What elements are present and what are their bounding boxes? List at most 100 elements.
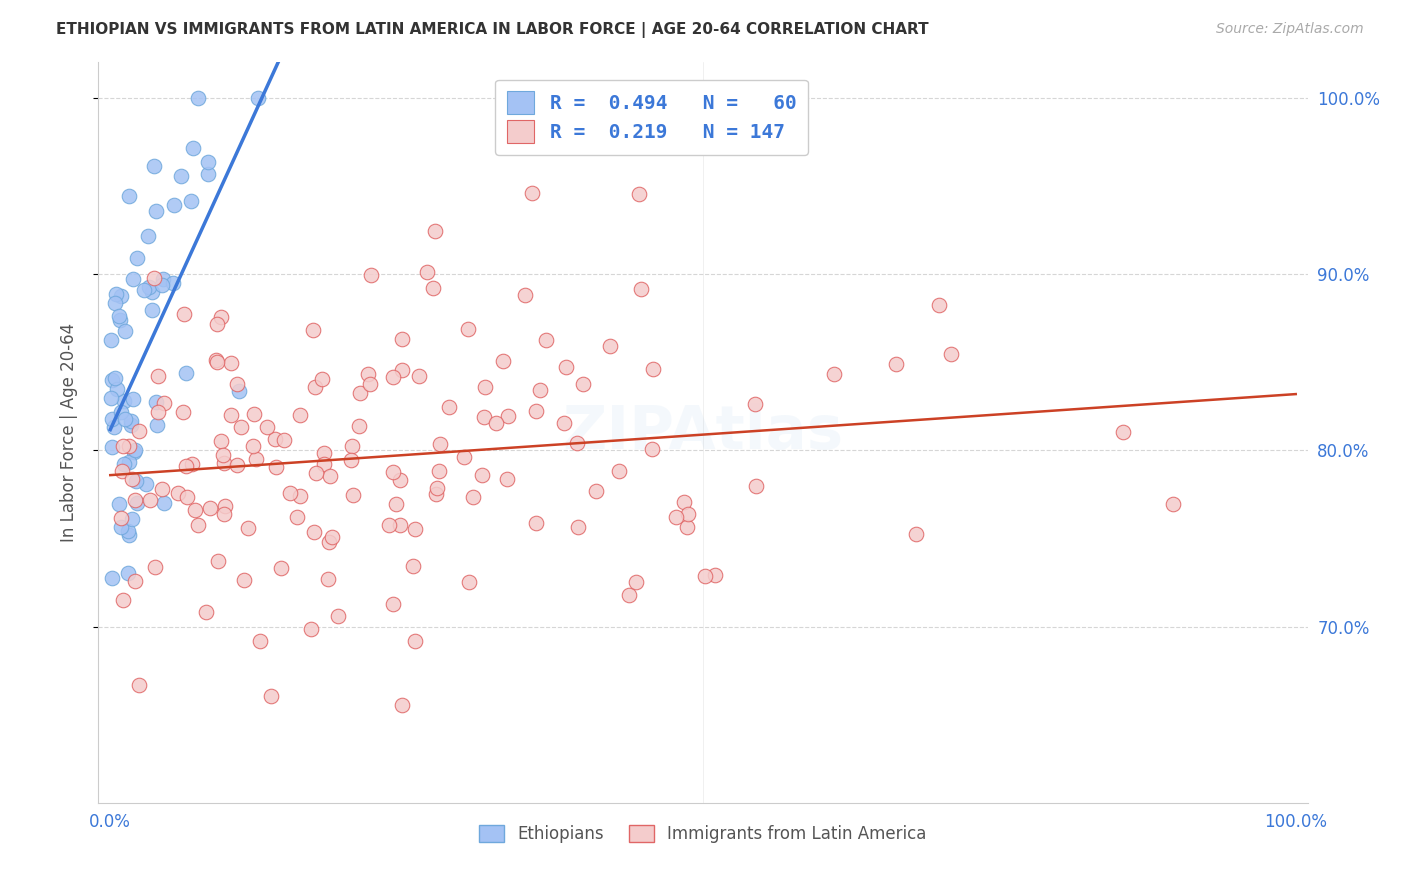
Point bbox=[382, 370, 405, 384]
Point bbox=[388, 474, 411, 488]
Point bbox=[264, 432, 287, 446]
Point bbox=[110, 520, 132, 534]
Point bbox=[229, 419, 252, 434]
Point bbox=[242, 439, 264, 453]
Point bbox=[209, 310, 232, 324]
Point bbox=[492, 354, 515, 368]
Point bbox=[585, 484, 607, 499]
Point bbox=[461, 490, 484, 504]
Point bbox=[141, 303, 163, 318]
Point bbox=[391, 698, 413, 712]
Point bbox=[437, 401, 460, 415]
Point bbox=[110, 313, 132, 327]
Point bbox=[471, 467, 494, 482]
Point bbox=[704, 568, 727, 582]
Point bbox=[567, 436, 589, 450]
Point bbox=[146, 405, 169, 419]
Point bbox=[207, 553, 229, 567]
Point bbox=[247, 91, 270, 105]
Point bbox=[626, 575, 648, 590]
Point bbox=[125, 496, 148, 510]
Point bbox=[408, 369, 430, 384]
Point bbox=[111, 593, 134, 607]
Point bbox=[104, 296, 127, 310]
Point bbox=[529, 383, 551, 397]
Point bbox=[225, 376, 247, 391]
Point bbox=[121, 392, 143, 407]
Point bbox=[619, 588, 641, 602]
Point bbox=[524, 404, 547, 418]
Point bbox=[125, 474, 148, 488]
Point bbox=[143, 560, 166, 574]
Point bbox=[176, 490, 198, 504]
Legend: Ethiopians, Immigrants from Latin America: Ethiopians, Immigrants from Latin Americ… bbox=[472, 819, 934, 850]
Point bbox=[214, 507, 236, 521]
Point bbox=[553, 416, 575, 430]
Point bbox=[520, 186, 543, 200]
Point bbox=[457, 322, 479, 336]
Point bbox=[101, 412, 124, 426]
Point bbox=[572, 376, 595, 391]
Point bbox=[198, 500, 221, 515]
Point bbox=[225, 458, 247, 472]
Point bbox=[349, 386, 371, 401]
Point bbox=[108, 498, 131, 512]
Point bbox=[146, 417, 169, 432]
Point bbox=[884, 357, 907, 371]
Point bbox=[138, 493, 160, 508]
Point bbox=[744, 478, 766, 492]
Point bbox=[120, 417, 142, 432]
Point bbox=[205, 317, 228, 331]
Point bbox=[105, 287, 128, 301]
Point bbox=[142, 159, 165, 173]
Point bbox=[628, 186, 651, 201]
Point bbox=[495, 472, 517, 486]
Point bbox=[146, 369, 169, 384]
Point bbox=[422, 281, 444, 295]
Point bbox=[197, 155, 219, 169]
Point bbox=[359, 377, 381, 392]
Point bbox=[607, 464, 630, 478]
Point bbox=[125, 251, 148, 265]
Point bbox=[112, 457, 135, 471]
Point bbox=[270, 561, 292, 575]
Point bbox=[187, 517, 209, 532]
Point bbox=[453, 450, 475, 464]
Point bbox=[108, 310, 131, 324]
Point bbox=[404, 633, 426, 648]
Point bbox=[256, 420, 278, 434]
Point bbox=[278, 485, 301, 500]
Point bbox=[174, 366, 197, 380]
Point bbox=[941, 347, 963, 361]
Point bbox=[1112, 425, 1135, 440]
Point bbox=[474, 380, 496, 394]
Point bbox=[120, 414, 142, 428]
Point bbox=[314, 446, 336, 460]
Point bbox=[391, 363, 413, 377]
Point bbox=[316, 572, 339, 586]
Point bbox=[630, 282, 652, 296]
Point bbox=[136, 228, 159, 243]
Point bbox=[302, 524, 325, 539]
Y-axis label: In Labor Force | Age 20-64: In Labor Force | Age 20-64 bbox=[59, 323, 77, 542]
Point bbox=[204, 353, 226, 368]
Point bbox=[118, 188, 141, 202]
Point bbox=[197, 168, 219, 182]
Point bbox=[118, 439, 141, 453]
Point bbox=[928, 298, 950, 312]
Text: ZIPAtlas: ZIPAtlas bbox=[562, 403, 844, 462]
Point bbox=[212, 456, 235, 470]
Point bbox=[273, 434, 295, 448]
Point bbox=[243, 407, 266, 421]
Point bbox=[118, 528, 141, 542]
Point bbox=[128, 424, 150, 438]
Point bbox=[360, 268, 382, 282]
Point bbox=[311, 372, 333, 386]
Point bbox=[385, 497, 408, 511]
Point bbox=[232, 573, 254, 587]
Point bbox=[643, 362, 665, 376]
Point bbox=[342, 488, 364, 502]
Point bbox=[1161, 497, 1184, 511]
Point bbox=[340, 452, 363, 467]
Point bbox=[326, 609, 349, 624]
